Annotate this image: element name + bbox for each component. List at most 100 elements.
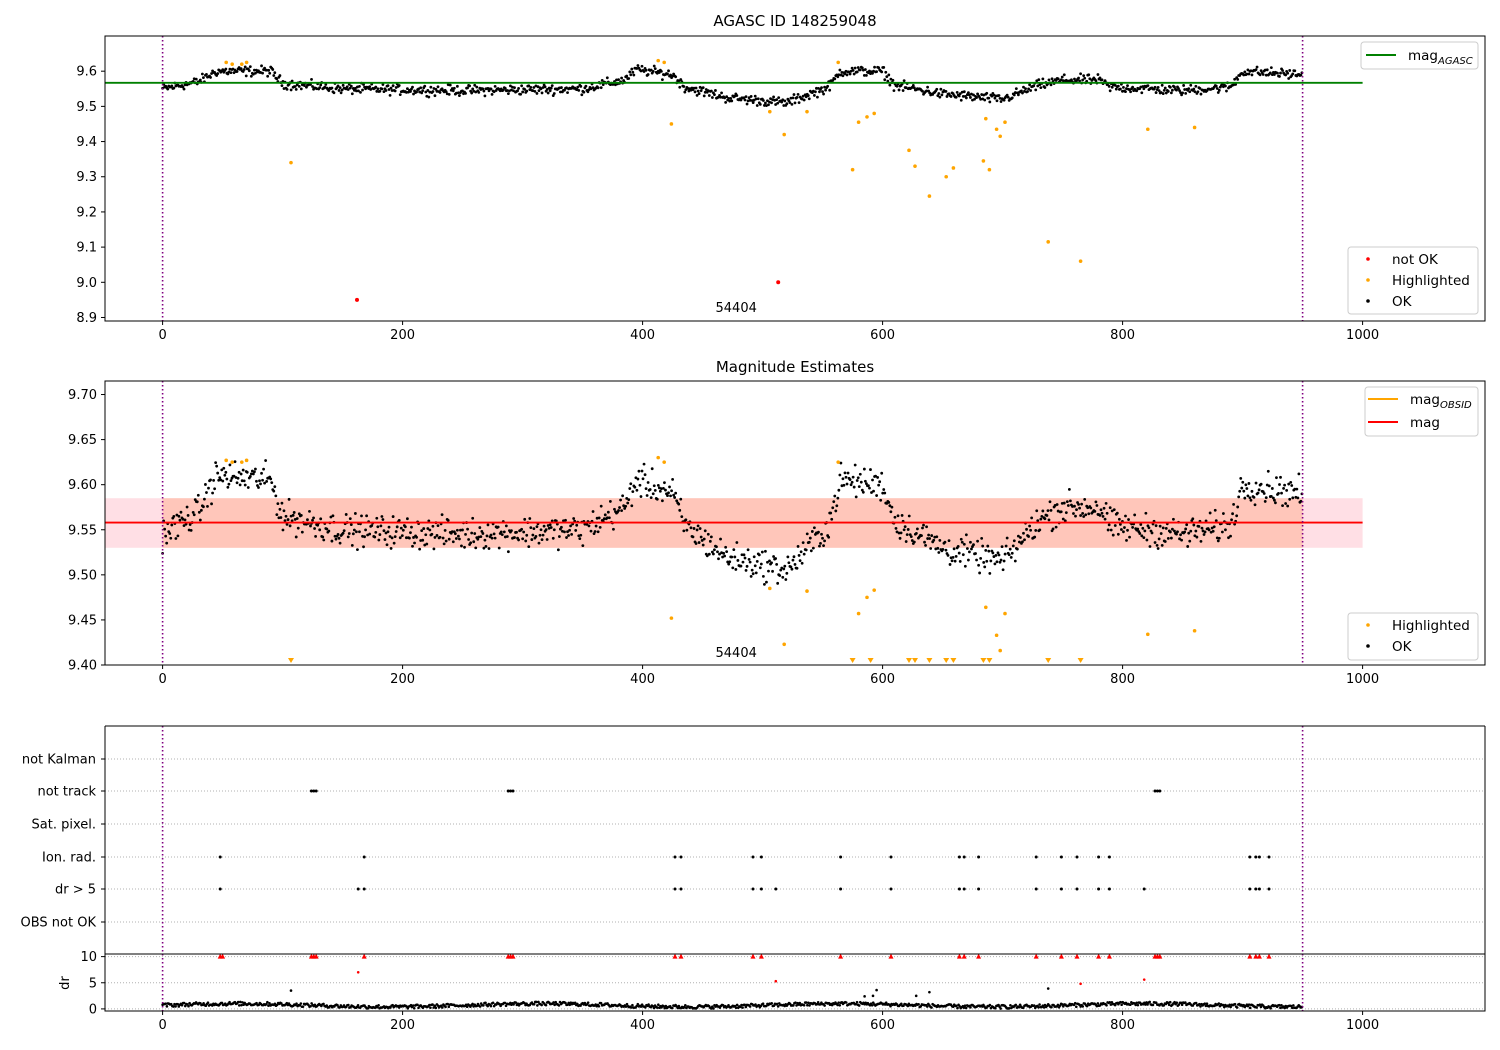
ok-point xyxy=(642,70,646,73)
dr-point xyxy=(1184,1001,1187,1004)
dr-point xyxy=(444,1005,447,1009)
ok-point xyxy=(229,479,233,483)
dr-outlier-point xyxy=(875,988,878,992)
ok-point xyxy=(422,527,426,530)
ok-point xyxy=(950,559,954,563)
flag-point xyxy=(1107,855,1111,859)
dr-point xyxy=(447,1005,451,1009)
highlighted-point xyxy=(244,60,249,65)
ok-point xyxy=(392,541,396,545)
ok-point xyxy=(500,533,504,537)
ok-point xyxy=(228,463,232,467)
ok-point xyxy=(272,74,276,77)
ok-point xyxy=(1246,68,1250,72)
dr-point xyxy=(1292,1004,1295,1007)
ok-point xyxy=(172,86,176,90)
ok-point xyxy=(698,527,702,530)
ok-point xyxy=(1154,524,1158,528)
ok-point xyxy=(1045,514,1049,517)
ok-point xyxy=(799,550,803,554)
ok-point xyxy=(1007,553,1011,557)
ok-point xyxy=(730,99,734,103)
ok-point xyxy=(1163,540,1167,543)
ok-point xyxy=(865,74,868,77)
ok-point xyxy=(748,560,752,564)
ok-point xyxy=(805,532,809,536)
highlighted-point xyxy=(865,595,869,600)
legend-label: OK xyxy=(1392,294,1413,310)
ok-point xyxy=(1077,502,1080,506)
ok-point xyxy=(1036,84,1040,88)
dr-point xyxy=(1222,1005,1226,1009)
ok-point xyxy=(867,484,870,488)
ok-point xyxy=(391,515,395,518)
ok-point xyxy=(673,496,677,499)
ok-point xyxy=(868,486,871,490)
ok-point xyxy=(801,541,805,545)
x-tick-label: 200 xyxy=(390,328,415,343)
ok-point xyxy=(582,90,586,94)
flag-point xyxy=(1142,887,1146,891)
ok-point xyxy=(1013,559,1017,563)
ok-point xyxy=(655,497,659,501)
y-tick-label: 10 xyxy=(80,950,97,965)
ok-point xyxy=(1263,500,1267,503)
dr-point xyxy=(236,1000,240,1004)
ok-point xyxy=(263,481,266,485)
ok-point xyxy=(883,491,887,495)
ok-point xyxy=(519,92,523,96)
ok-point xyxy=(1148,545,1152,548)
dr-clipped-marker xyxy=(1157,953,1163,959)
flag-point xyxy=(312,789,316,793)
ok-point xyxy=(545,88,549,91)
ok-point xyxy=(943,540,947,544)
ok-point xyxy=(1100,511,1104,515)
ok-point xyxy=(798,559,802,563)
ok-point xyxy=(1266,469,1270,473)
x-tick-label: 0 xyxy=(158,328,166,343)
ok-point xyxy=(1116,84,1120,88)
ok-point xyxy=(275,77,279,81)
ok-point xyxy=(958,92,962,96)
ok-point xyxy=(164,534,168,538)
ok-point xyxy=(248,475,252,478)
ok-point xyxy=(308,510,311,513)
ok-point xyxy=(165,541,169,545)
ok-point xyxy=(1010,551,1014,555)
ok-point xyxy=(194,77,198,81)
ok-point xyxy=(547,86,551,90)
ok-point xyxy=(398,93,402,97)
dr-point xyxy=(775,1002,779,1006)
ok-point xyxy=(770,561,773,565)
ok-point xyxy=(1034,529,1038,532)
ok-point xyxy=(998,560,1002,564)
ok-point xyxy=(856,476,860,480)
ok-point xyxy=(970,547,973,551)
ok-point xyxy=(830,517,834,521)
ok-point xyxy=(797,101,801,105)
ok-point xyxy=(318,528,322,532)
ok-point xyxy=(630,67,634,71)
ok-point xyxy=(189,529,193,532)
ok-point xyxy=(897,531,901,535)
ok-point xyxy=(980,536,984,540)
ok-point xyxy=(648,488,652,491)
dr-point xyxy=(1009,1004,1012,1007)
ok-point xyxy=(336,84,340,88)
ok-point xyxy=(1110,85,1114,89)
ok-point xyxy=(212,478,216,482)
ok-point xyxy=(284,514,288,518)
legend-marker xyxy=(1366,623,1370,627)
ok-point xyxy=(858,68,862,72)
ok-point xyxy=(1276,71,1279,75)
ok-point xyxy=(430,532,434,536)
flag-point xyxy=(511,789,515,793)
ok-point xyxy=(1020,89,1023,93)
dr-point xyxy=(553,1003,556,1007)
ok-point xyxy=(790,102,794,106)
ok-point xyxy=(679,497,683,501)
ok-point xyxy=(1291,496,1295,500)
flag-point xyxy=(1158,789,1162,793)
flag-point xyxy=(962,887,966,891)
ok-point xyxy=(243,483,247,487)
